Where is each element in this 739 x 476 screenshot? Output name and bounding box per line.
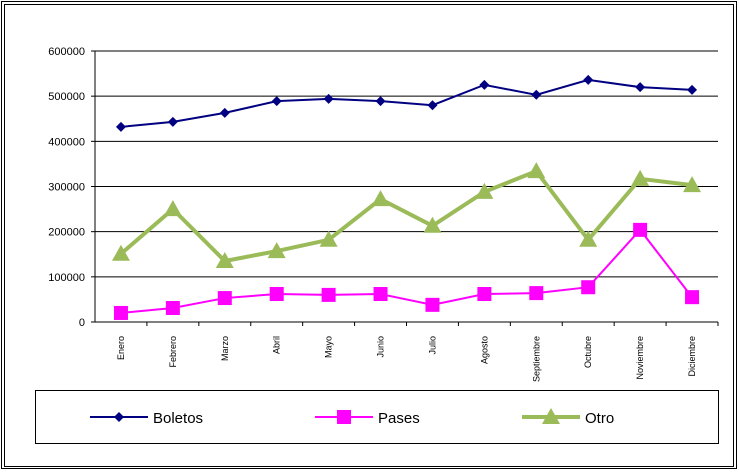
x-tick-label: Junio xyxy=(376,336,386,358)
x-tick-label: Octubre xyxy=(583,336,593,368)
point xyxy=(542,408,560,424)
point xyxy=(215,252,234,269)
point xyxy=(163,200,182,217)
point xyxy=(219,107,230,118)
point xyxy=(323,93,334,104)
point xyxy=(115,121,126,132)
x-tick-label: Febrero xyxy=(168,336,178,368)
point xyxy=(529,286,544,301)
point xyxy=(527,162,546,179)
point xyxy=(581,280,596,295)
point xyxy=(633,222,648,237)
x-tick-label: Julio xyxy=(427,336,437,355)
y-tick-label: 0 xyxy=(79,317,85,329)
legend-box xyxy=(35,390,719,444)
legend-label: Otro xyxy=(585,410,614,427)
point xyxy=(373,286,388,301)
point xyxy=(425,297,440,312)
point xyxy=(267,242,286,259)
y-tick-label: 400000 xyxy=(48,136,85,148)
point xyxy=(583,74,594,85)
y-tick-label: 200000 xyxy=(48,227,85,239)
point xyxy=(427,100,438,111)
point xyxy=(321,287,336,302)
point xyxy=(477,286,492,301)
x-tick-label: Noviembre xyxy=(635,336,645,380)
point xyxy=(579,230,598,247)
point xyxy=(111,244,130,261)
y-tick-label: 500000 xyxy=(48,91,85,103)
point xyxy=(217,291,232,306)
y-tick-label: 300000 xyxy=(48,182,85,194)
point xyxy=(685,290,700,305)
point xyxy=(631,169,650,186)
y-tick-label: 600000 xyxy=(48,46,85,58)
x-tick-label: Marzo xyxy=(220,336,230,361)
point xyxy=(113,305,128,320)
point xyxy=(167,116,178,127)
point xyxy=(375,96,386,107)
x-tick-label: Abril xyxy=(272,336,282,354)
x-tick-label: Septiembre xyxy=(531,336,541,382)
point xyxy=(165,300,180,315)
point xyxy=(114,412,124,422)
point xyxy=(423,216,442,233)
point xyxy=(337,410,351,424)
point xyxy=(475,182,494,199)
point xyxy=(371,190,390,207)
point xyxy=(687,84,698,95)
y-tick-label: 100000 xyxy=(48,272,85,284)
x-tick-label: Mayo xyxy=(324,336,334,358)
point xyxy=(319,230,338,247)
point xyxy=(479,79,490,90)
point xyxy=(635,82,646,93)
point xyxy=(531,89,542,100)
x-tick-label: Agosto xyxy=(479,336,489,364)
x-tick-label: Enero xyxy=(116,336,126,360)
x-tick-label: Diciembre xyxy=(687,336,697,377)
series-line xyxy=(120,228,693,314)
chart-frame xyxy=(4,4,734,467)
point xyxy=(271,96,282,107)
series-line xyxy=(119,168,693,264)
series-line xyxy=(120,78,693,128)
point xyxy=(683,176,702,193)
legend-label: Pases xyxy=(378,410,420,427)
point xyxy=(269,286,284,301)
legend-label: Boletos xyxy=(153,410,203,427)
